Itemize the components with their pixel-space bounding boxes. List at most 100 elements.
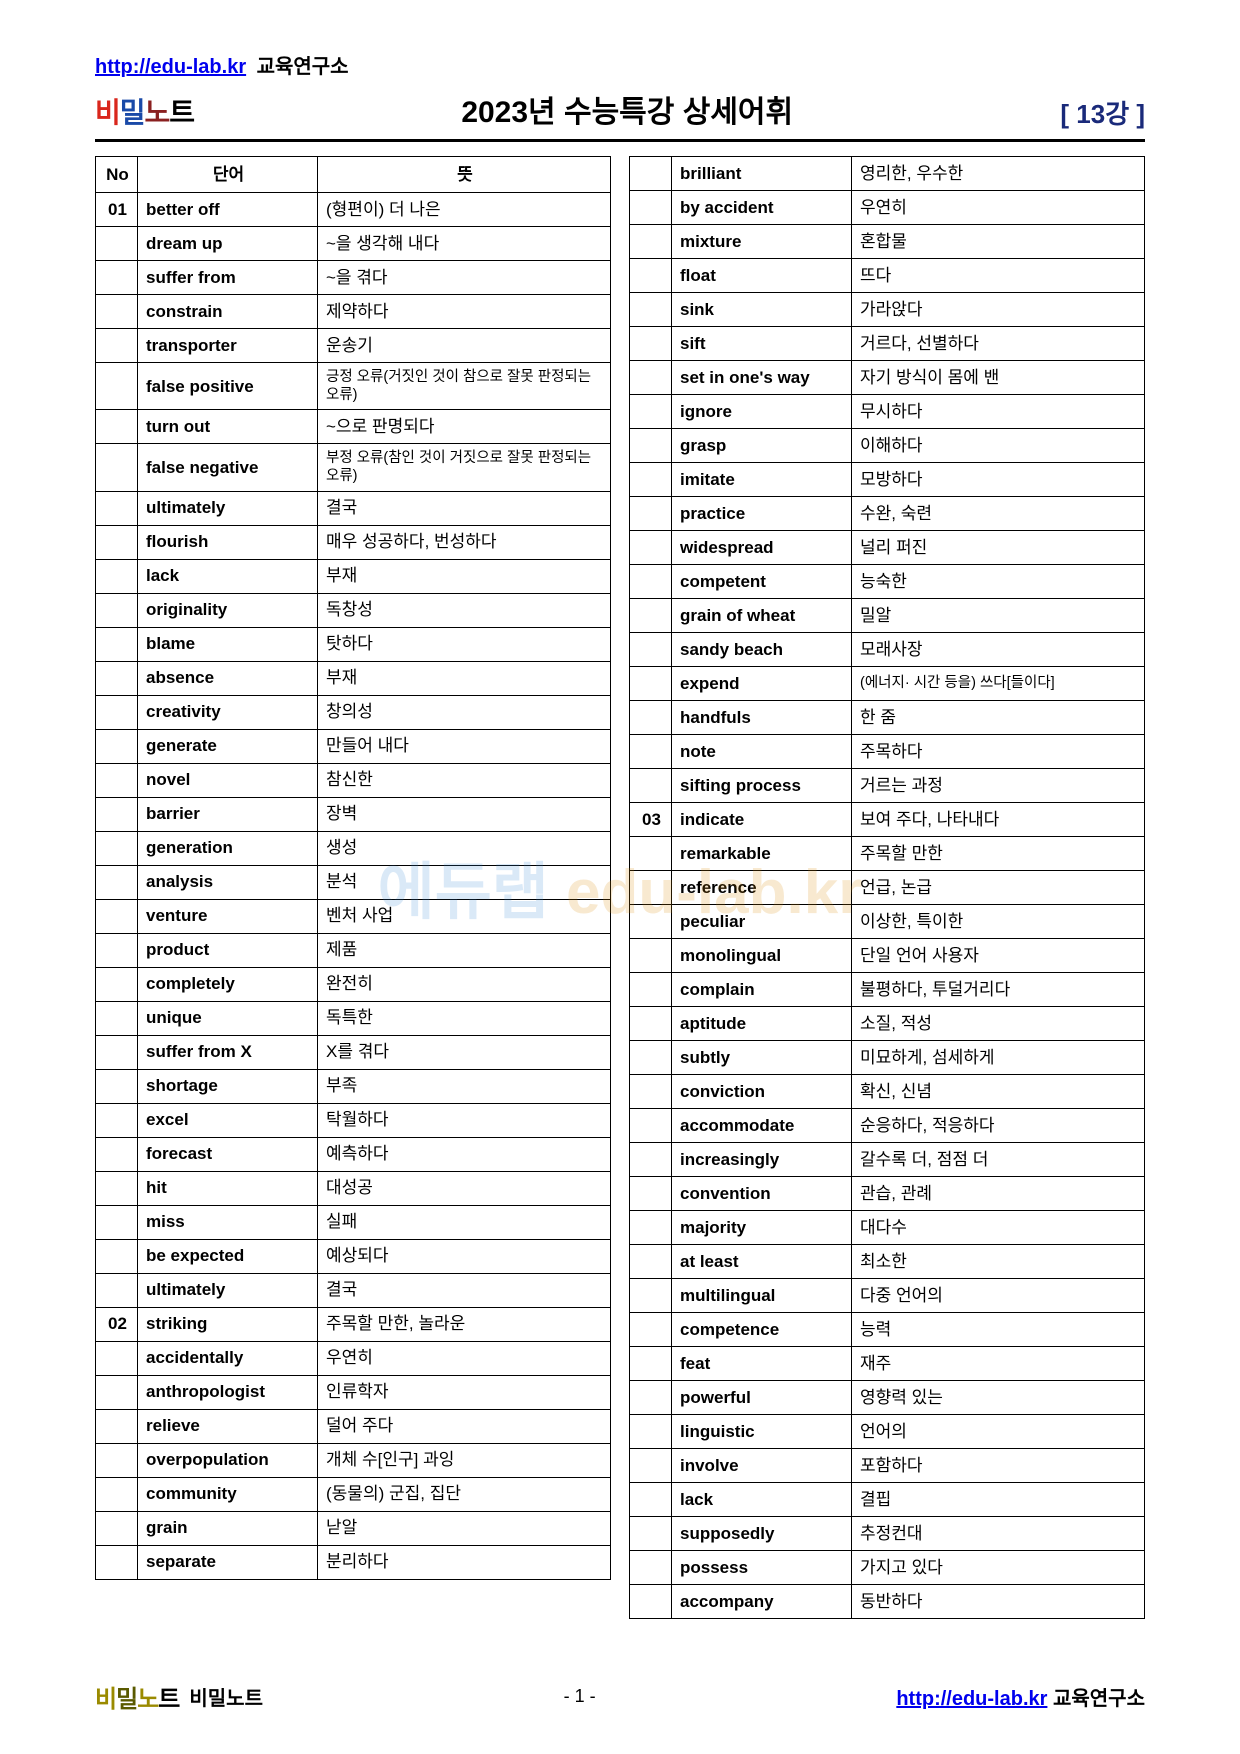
cell-no <box>96 295 138 329</box>
cell-no <box>630 1381 672 1415</box>
cell-no <box>630 939 672 973</box>
table-row: generation생성 <box>96 831 611 865</box>
table-row: separate분리하다 <box>96 1545 611 1579</box>
table-row: increasingly갈수록 더, 점점 더 <box>630 1143 1145 1177</box>
cell-meaning: X를 겪다 <box>318 1035 611 1069</box>
table-row: forecast예측하다 <box>96 1137 611 1171</box>
cell-no <box>630 1075 672 1109</box>
cell-meaning: 혼합물 <box>852 225 1145 259</box>
table-row: sandy beach모래사장 <box>630 633 1145 667</box>
table-row: monolingual단일 언어 사용자 <box>630 939 1145 973</box>
cell-no <box>630 463 672 497</box>
cell-meaning: 재주 <box>852 1347 1145 1381</box>
cell-word: accommodate <box>672 1109 852 1143</box>
cell-word: false negative <box>138 444 318 491</box>
cell-word: analysis <box>138 865 318 899</box>
header-rule <box>95 139 1145 142</box>
table-row: accommodate순응하다, 적응하다 <box>630 1109 1145 1143</box>
cell-word: dream up <box>138 227 318 261</box>
cell-meaning: 거르는 과정 <box>852 769 1145 803</box>
logo-part-1: 비 <box>95 97 120 128</box>
cell-meaning: 결국 <box>318 491 611 525</box>
cell-no <box>96 559 138 593</box>
cell-no <box>630 293 672 327</box>
cell-word: increasingly <box>672 1143 852 1177</box>
cell-word: competence <box>672 1313 852 1347</box>
col-header-no: No <box>96 157 138 193</box>
cell-no <box>630 1313 672 1347</box>
table-row: absence부재 <box>96 661 611 695</box>
cell-meaning: 벤처 사업 <box>318 899 611 933</box>
columns-wrap: No 단어 뜻 01better off(형편이) 더 나은dream up~을… <box>95 156 1145 1619</box>
cell-word: note <box>672 735 852 769</box>
col-header-word: 단어 <box>138 157 318 193</box>
cell-meaning: 능력 <box>852 1313 1145 1347</box>
cell-no <box>96 797 138 831</box>
cell-meaning: 다중 언어의 <box>852 1279 1145 1313</box>
table-row: suffer from~을 겪다 <box>96 261 611 295</box>
cell-meaning: 이상한, 특이한 <box>852 905 1145 939</box>
table-row: blame탓하다 <box>96 627 611 661</box>
cell-meaning: ~을 겪다 <box>318 261 611 295</box>
cell-no <box>630 1109 672 1143</box>
cell-no <box>630 599 672 633</box>
cell-no <box>96 1137 138 1171</box>
cell-meaning: 영리한, 우수한 <box>852 157 1145 191</box>
table-row: grain of wheat밀알 <box>630 599 1145 633</box>
table-row: majority대다수 <box>630 1211 1145 1245</box>
cell-no <box>96 525 138 559</box>
cell-meaning: 탁월하다 <box>318 1103 611 1137</box>
cell-meaning: 우연히 <box>318 1341 611 1375</box>
cell-word: grain of wheat <box>672 599 852 633</box>
cell-meaning: 언어의 <box>852 1415 1145 1449</box>
table-row: supposedly추정컨대 <box>630 1517 1145 1551</box>
page-title: 2023년 수능특강 상세어휘 <box>194 87 1060 131</box>
cell-meaning: 수완, 숙련 <box>852 497 1145 531</box>
footer-url-link[interactable]: http://edu-lab.kr <box>896 1688 1047 1710</box>
cell-word: sift <box>672 327 852 361</box>
table-row: novel참신한 <box>96 763 611 797</box>
cell-meaning: 미묘하게, 섬세하게 <box>852 1041 1145 1075</box>
cell-no: 03 <box>630 803 672 837</box>
cell-no <box>96 1341 138 1375</box>
table-row: originality독창성 <box>96 593 611 627</box>
cell-no <box>96 763 138 797</box>
table-row: relieve덜어 주다 <box>96 1409 611 1443</box>
cell-no <box>96 1477 138 1511</box>
table-row: accidentally우연히 <box>96 1341 611 1375</box>
table-row: miss실패 <box>96 1205 611 1239</box>
cell-no <box>96 865 138 899</box>
table-row: set in one's way자기 방식이 몸에 밴 <box>630 361 1145 395</box>
cell-word: aptitude <box>672 1007 852 1041</box>
table-row: aptitude소질, 적성 <box>630 1007 1145 1041</box>
logo-part-4: 트 <box>169 97 194 128</box>
table-row: ultimately결국 <box>96 1273 611 1307</box>
table-row: note주목하다 <box>630 735 1145 769</box>
table-row: grain낟알 <box>96 1511 611 1545</box>
cell-word: suffer from X <box>138 1035 318 1069</box>
footer-logo-1: 비 <box>95 1686 116 1713</box>
cell-meaning: 무시하다 <box>852 395 1145 429</box>
cell-meaning: 실패 <box>318 1205 611 1239</box>
cell-meaning: 영향력 있는 <box>852 1381 1145 1415</box>
cell-word: venture <box>138 899 318 933</box>
cell-word: constrain <box>138 295 318 329</box>
cell-word: sandy beach <box>672 633 852 667</box>
cell-no <box>630 633 672 667</box>
footer-logo-4: 트 <box>158 1686 179 1713</box>
cell-word: sink <box>672 293 852 327</box>
top-link-row: http://edu-lab.kr 교육연구소 <box>95 50 1145 79</box>
cell-meaning: 동반하다 <box>852 1585 1145 1619</box>
cell-meaning: 매우 성공하다, 번성하다 <box>318 525 611 559</box>
table-row: generate만들어 내다 <box>96 729 611 763</box>
header-url-link[interactable]: http://edu-lab.kr <box>95 56 246 78</box>
cell-no <box>96 729 138 763</box>
cell-word: brilliant <box>672 157 852 191</box>
table-row: multilingual다중 언어의 <box>630 1279 1145 1313</box>
cell-word: supposedly <box>672 1517 852 1551</box>
cell-word: community <box>138 1477 318 1511</box>
cell-no <box>630 1177 672 1211</box>
cell-word: at least <box>672 1245 852 1279</box>
cell-word: feat <box>672 1347 852 1381</box>
cell-word: lack <box>138 559 318 593</box>
